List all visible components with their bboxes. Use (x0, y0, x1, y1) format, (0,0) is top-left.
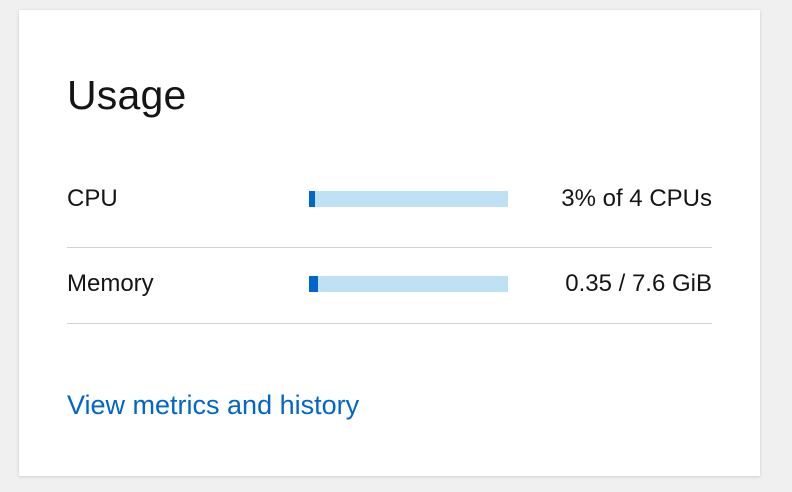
metric-label-memory: Memory (67, 270, 154, 297)
metric-row-cpu: CPU 3% of 4 CPUs (67, 172, 712, 248)
usage-card: Usage CPU 3% of 4 CPUs Memory 0.35 / 7.6… (19, 10, 760, 476)
metric-label-cpu: CPU (67, 185, 118, 212)
metric-value-memory: 0.35 / 7.6 GiB (565, 270, 712, 297)
card-title: Usage (67, 72, 187, 118)
view-metrics-link[interactable]: View metrics and history (67, 390, 360, 420)
cpu-usage-bar-fill (309, 191, 315, 207)
metric-row-memory: Memory 0.35 / 7.6 GiB (67, 248, 712, 324)
memory-usage-bar (309, 276, 508, 292)
memory-usage-bar-fill (309, 276, 319, 292)
metrics-list: CPU 3% of 4 CPUs Memory 0.35 / 7.6 GiB (67, 172, 712, 324)
metric-value-cpu: 3% of 4 CPUs (561, 185, 712, 212)
cpu-usage-bar (309, 191, 508, 207)
